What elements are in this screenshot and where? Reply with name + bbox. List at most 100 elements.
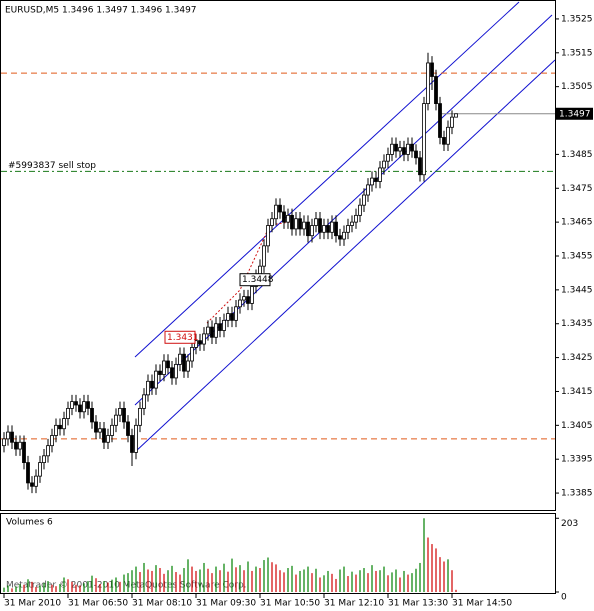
- candle-body: [410, 143, 414, 152]
- current-price-box: [555, 107, 593, 120]
- candle-body: [282, 211, 286, 223]
- candle-body: [110, 424, 114, 436]
- candle-body: [222, 319, 226, 331]
- candle-body: [278, 204, 282, 213]
- trade-label: 1.3448: [242, 275, 274, 285]
- candle-body: [290, 214, 294, 230]
- candle-body: [22, 441, 26, 463]
- y-tick-label: 1.3405: [561, 421, 593, 431]
- candle-body: [182, 353, 186, 372]
- x-tick-label: 31 Mar 09:30: [196, 599, 256, 609]
- candle-body: [286, 214, 290, 223]
- candle-body: [18, 441, 22, 450]
- candle-body: [86, 401, 90, 409]
- candle-body: [230, 313, 234, 321]
- candle-body: [102, 428, 106, 443]
- candle-body: [14, 441, 18, 450]
- candle-body: [214, 323, 218, 338]
- candle-body: [370, 177, 374, 186]
- candle-body: [2, 438, 6, 447]
- candle-body: [166, 360, 170, 369]
- candle-body: [78, 404, 82, 413]
- candle-body: [190, 347, 194, 362]
- y-tick-label: 1.3415: [561, 387, 593, 397]
- candle-body: [418, 157, 422, 176]
- candle-body: [242, 296, 246, 301]
- candle-body: [162, 360, 166, 375]
- candle-body: [262, 245, 266, 267]
- candle-body: [130, 435, 134, 453]
- candle-body: [318, 218, 322, 233]
- candle-body: [10, 431, 14, 443]
- candle-body: [210, 326, 214, 338]
- channel-lower: [134, 59, 556, 453]
- candle-body: [154, 370, 158, 389]
- y-tick-label: 1.3395: [561, 455, 593, 465]
- candle-body: [322, 225, 326, 233]
- candle-body: [338, 235, 342, 240]
- candle-body: [358, 204, 362, 216]
- chart-title: EURUSD,M5 1.3496 1.3497 1.3496 1.3497: [5, 6, 197, 16]
- y-tick-label: 1.3425: [561, 353, 593, 363]
- candle-body: [330, 221, 334, 233]
- candle-body: [226, 313, 230, 321]
- candle-body: [314, 218, 318, 226]
- candle-body: [310, 225, 314, 237]
- candle-body: [382, 160, 386, 169]
- candle-body: [426, 62, 430, 104]
- candle-body: [342, 231, 346, 240]
- candle-body: [146, 380, 150, 396]
- candle-body: [114, 414, 118, 426]
- y-tick-label: 1.3455: [561, 252, 593, 262]
- candle-body: [346, 225, 350, 233]
- candle-body: [74, 401, 78, 406]
- candle-body: [362, 194, 366, 206]
- candle-body: [270, 218, 274, 226]
- y-tick-label: 1.3465: [561, 218, 593, 228]
- candle-body: [170, 367, 174, 379]
- candle-body: [234, 306, 238, 321]
- y-tick-label: 1.3445: [561, 285, 593, 295]
- candle-body: [294, 218, 298, 230]
- candle-body: [98, 428, 102, 433]
- candle-body: [126, 421, 130, 436]
- price-panel: [0, 0, 556, 511]
- trade-label-box: [164, 330, 196, 344]
- candle-body: [374, 177, 378, 182]
- candle-body: [26, 462, 30, 484]
- candle-body: [306, 221, 310, 237]
- candle-body: [194, 340, 198, 348]
- y-tick-label: 1.3475: [561, 184, 593, 194]
- candle-body: [394, 143, 398, 152]
- candle-body: [266, 225, 270, 247]
- x-tick-label: 31 Mar 12:10: [324, 599, 384, 609]
- x-tick-label: 31 Mar 2010: [4, 599, 61, 609]
- candle-body: [402, 147, 406, 155]
- volume-panel: [0, 513, 556, 594]
- y-tick-label: 1.3385: [561, 489, 593, 499]
- channel-upper: [134, 1, 520, 358]
- candle-body: [302, 221, 306, 230]
- candle-body: [298, 218, 302, 230]
- candle-body: [206, 326, 210, 335]
- candle-body: [42, 455, 46, 463]
- x-tick-label: 31 Mar 06:50: [68, 599, 128, 609]
- candle-body: [198, 340, 202, 345]
- y-tick-label: 1.3485: [561, 150, 593, 160]
- candle-body: [30, 482, 34, 487]
- y-tick-label: 1.3515: [561, 48, 593, 58]
- candle-body: [386, 153, 390, 162]
- candle-body: [178, 353, 182, 365]
- candle-body: [450, 116, 454, 128]
- candle-body: [414, 150, 418, 159]
- candle-body: [354, 214, 358, 223]
- candle-body: [138, 407, 142, 426]
- candle-body: [202, 333, 206, 345]
- candle-body: [50, 435, 54, 447]
- candle-body: [90, 407, 94, 423]
- candle-body: [54, 424, 58, 436]
- trade-label-box: [239, 273, 271, 287]
- candle-body: [438, 103, 442, 138]
- candle-body: [406, 143, 410, 155]
